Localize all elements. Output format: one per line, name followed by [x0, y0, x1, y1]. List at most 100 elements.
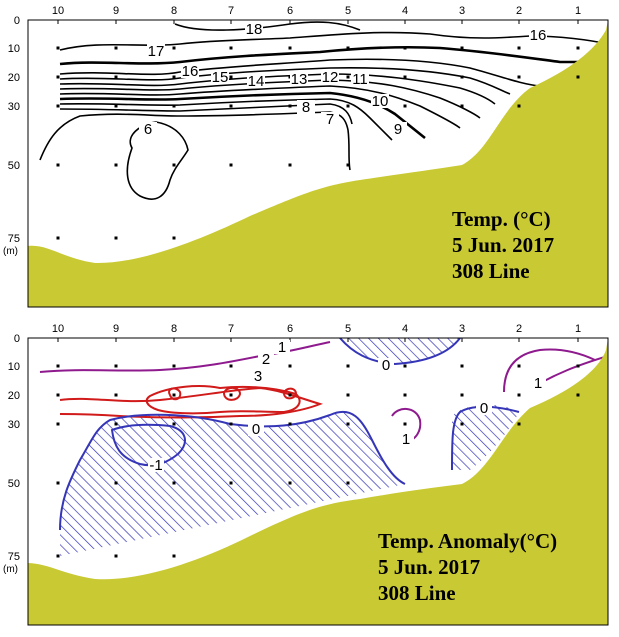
- sample-point: [114, 163, 118, 167]
- depth-tick-label: 75: [8, 551, 20, 563]
- sample-point: [346, 75, 350, 79]
- anomaly-contour-label: -1: [149, 457, 162, 474]
- sample-point: [56, 104, 60, 108]
- sample-point: [403, 46, 407, 50]
- isotherm-15: [59, 58, 541, 87]
- isotherm-9: [59, 98, 393, 141]
- depth-tick-label: 20: [8, 390, 20, 402]
- sample-point: [346, 364, 350, 368]
- station-tick-label: 6: [287, 5, 293, 17]
- depth-tick-label: 10: [8, 43, 20, 55]
- sample-point: [517, 393, 521, 397]
- sample-point: [114, 422, 118, 426]
- isotherm-label: 9: [394, 121, 402, 138]
- contour-label-background: [290, 72, 308, 86]
- contour-label-background: [148, 458, 164, 472]
- isotherm-label: 8: [302, 99, 310, 116]
- sample-point: [517, 104, 521, 108]
- sample-point: [346, 393, 350, 397]
- station-tick-label: 4: [402, 5, 408, 17]
- contour-label-background: [371, 94, 389, 108]
- anomaly-contour: [222, 386, 242, 401]
- isotherm-label: 11: [352, 71, 368, 88]
- contour-label-background: [139, 122, 157, 136]
- isotherm-13: [59, 73, 496, 105]
- contour-label-background: [529, 28, 547, 42]
- sample-point: [517, 364, 521, 368]
- isotherm-11: [59, 85, 461, 129]
- anomaly-contour-label: 0: [252, 421, 260, 438]
- contour-label-background: [389, 122, 407, 136]
- sample-point: [460, 364, 464, 368]
- depth-tick-label: 30: [8, 101, 20, 113]
- sample-point: [403, 364, 407, 368]
- isotherm-10: [59, 91, 426, 140]
- station-tick-label: 5: [345, 5, 351, 17]
- depth-tick-label: 75: [8, 233, 20, 245]
- sample-point: [114, 364, 118, 368]
- sample-point: [403, 393, 407, 397]
- sample-point: [56, 554, 60, 558]
- sample-point: [229, 163, 233, 167]
- temperature-date-line: 5 Jun. 2017: [452, 233, 554, 257]
- anomaly-contour-label: 2: [262, 351, 270, 368]
- contour-label-background: [530, 376, 546, 390]
- sample-point: [172, 46, 176, 50]
- isotherm-label: 12: [322, 69, 339, 86]
- sample-point: [229, 481, 233, 485]
- isotherm-18: [174, 21, 361, 31]
- sample-point: [114, 393, 118, 397]
- contour-label-background: [351, 72, 369, 86]
- sample-point: [288, 364, 292, 368]
- isotherm-label: 14: [248, 73, 265, 90]
- anomaly-date-line: 5 Jun. 2017: [378, 555, 480, 579]
- sample-point: [56, 393, 60, 397]
- sample-point: [229, 104, 233, 108]
- temperature-seabed-terrain: [28, 20, 608, 307]
- station-tick-label: 7: [228, 5, 234, 17]
- sample-point: [172, 236, 176, 240]
- sample-point: [288, 393, 292, 397]
- temperature-isotherms: [39, 21, 608, 200]
- station-tick-label: 7: [228, 323, 234, 335]
- anomaly-station-axis: 10 9 8 7 6 5 4 3 2 1: [52, 323, 581, 342]
- station-tick-label: 8: [171, 323, 177, 335]
- sample-point: [114, 46, 118, 50]
- depth-unit-label: (m): [3, 564, 18, 575]
- depth-tick-label: 20: [8, 72, 20, 84]
- contour-label-background: [476, 401, 492, 415]
- depth-unit-label: (m): [3, 246, 18, 257]
- contour-label-background: [321, 112, 339, 126]
- sample-point: [460, 393, 464, 397]
- temperature-depth-axis: 0 10 20 30 50 75(m): [3, 15, 20, 257]
- anomaly-contour: [282, 387, 298, 400]
- isotherm-14: [59, 67, 511, 95]
- contour-label-background: [321, 70, 339, 84]
- sample-point: [346, 163, 350, 167]
- isotherm-label: 10: [372, 93, 389, 110]
- contour-label-background: [258, 352, 274, 366]
- sample-point: [229, 393, 233, 397]
- anomaly-contour-label: 1: [534, 375, 542, 392]
- sample-point: [403, 75, 407, 79]
- sample-point: [229, 422, 233, 426]
- sample-point: [56, 46, 60, 50]
- station-tick-label: 5: [345, 323, 351, 335]
- sample-point: [288, 104, 292, 108]
- sample-point: [346, 46, 350, 50]
- isotherm-label: 6: [144, 121, 152, 138]
- anomaly-contour: [339, 338, 461, 366]
- contour-label-background: [250, 369, 266, 383]
- isotherm-7: [39, 111, 351, 171]
- sample-point: [288, 46, 292, 50]
- sample-point: [346, 104, 350, 108]
- sample-point: [517, 422, 521, 426]
- station-tick-label: 2: [516, 323, 522, 335]
- anomaly-contour-label: 1: [402, 431, 410, 448]
- isotherm-label: 16: [182, 63, 199, 80]
- sample-point: [460, 75, 464, 79]
- sample-point: [403, 422, 407, 426]
- sample-point: [576, 364, 580, 368]
